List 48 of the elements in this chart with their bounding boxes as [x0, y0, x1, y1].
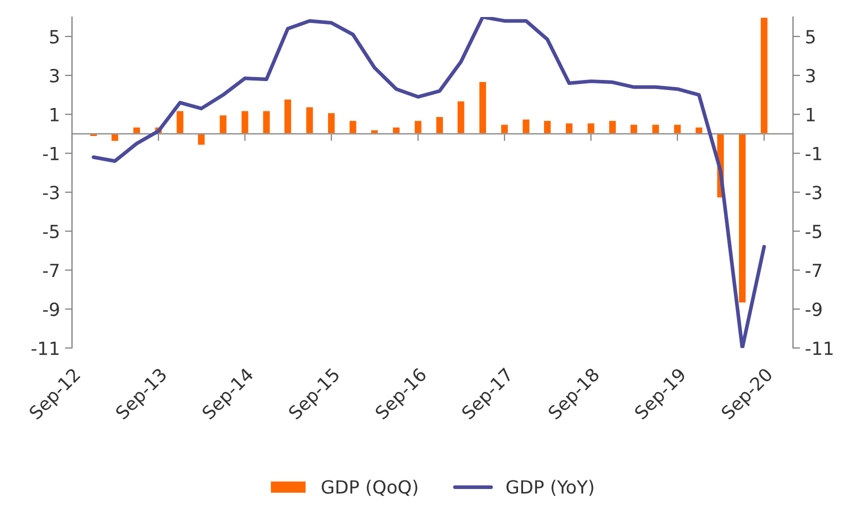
- legend-label: GDP (QoQ): [322, 480, 418, 496]
- bar: [240, 110, 250, 135]
- y-tick-label: -7: [43, 264, 59, 277]
- bar: [392, 126, 401, 135]
- bar: [650, 123, 660, 135]
- y2-tick-label: 3: [806, 68, 815, 83]
- bar: [672, 123, 682, 135]
- bar: [283, 98, 292, 135]
- y-tick-label: -9: [43, 302, 59, 316]
- bar: [434, 116, 444, 135]
- bar: [521, 118, 531, 135]
- y2-tick-label: -5: [806, 224, 822, 238]
- bar: [586, 122, 596, 135]
- bar: [175, 110, 185, 135]
- y-tick-label: -3: [43, 186, 59, 200]
- y-tick-label: -11: [32, 342, 59, 355]
- bar: [564, 122, 574, 135]
- bar: [629, 123, 639, 135]
- y-tick-label: -5: [43, 224, 59, 238]
- bar: [478, 80, 488, 135]
- bar: [456, 100, 466, 135]
- bar: [132, 126, 142, 135]
- y2-tick-label: -7: [806, 264, 822, 277]
- bar: [218, 114, 228, 135]
- y2-tick-label: -9: [806, 302, 822, 316]
- y-tick-label: -1: [43, 146, 59, 160]
- bar: [348, 120, 358, 135]
- y2-tick-label: -1: [806, 146, 822, 160]
- bar: [413, 120, 423, 135]
- bar: [262, 110, 272, 135]
- bar: [608, 120, 618, 135]
- bar: [759, 17, 769, 135]
- y-tick-label: 3: [50, 68, 59, 83]
- bar: [694, 126, 704, 135]
- y2-tick-label: 1: [806, 108, 815, 122]
- y-tick-label: 1: [50, 108, 59, 122]
- y2-tick-label: -3: [806, 186, 822, 200]
- legend-label: GDP (YoY): [506, 480, 594, 496]
- bar: [738, 133, 748, 304]
- bar: [196, 133, 206, 146]
- bar: [304, 106, 314, 135]
- bar: [326, 112, 336, 135]
- y2-tick-label: 5: [806, 30, 815, 44]
- y-tick-label: 5: [50, 30, 59, 44]
- line-series: [92, 17, 766, 348]
- bar: [110, 133, 120, 142]
- y2-tick-label: -11: [806, 342, 833, 355]
- bar: [542, 120, 552, 135]
